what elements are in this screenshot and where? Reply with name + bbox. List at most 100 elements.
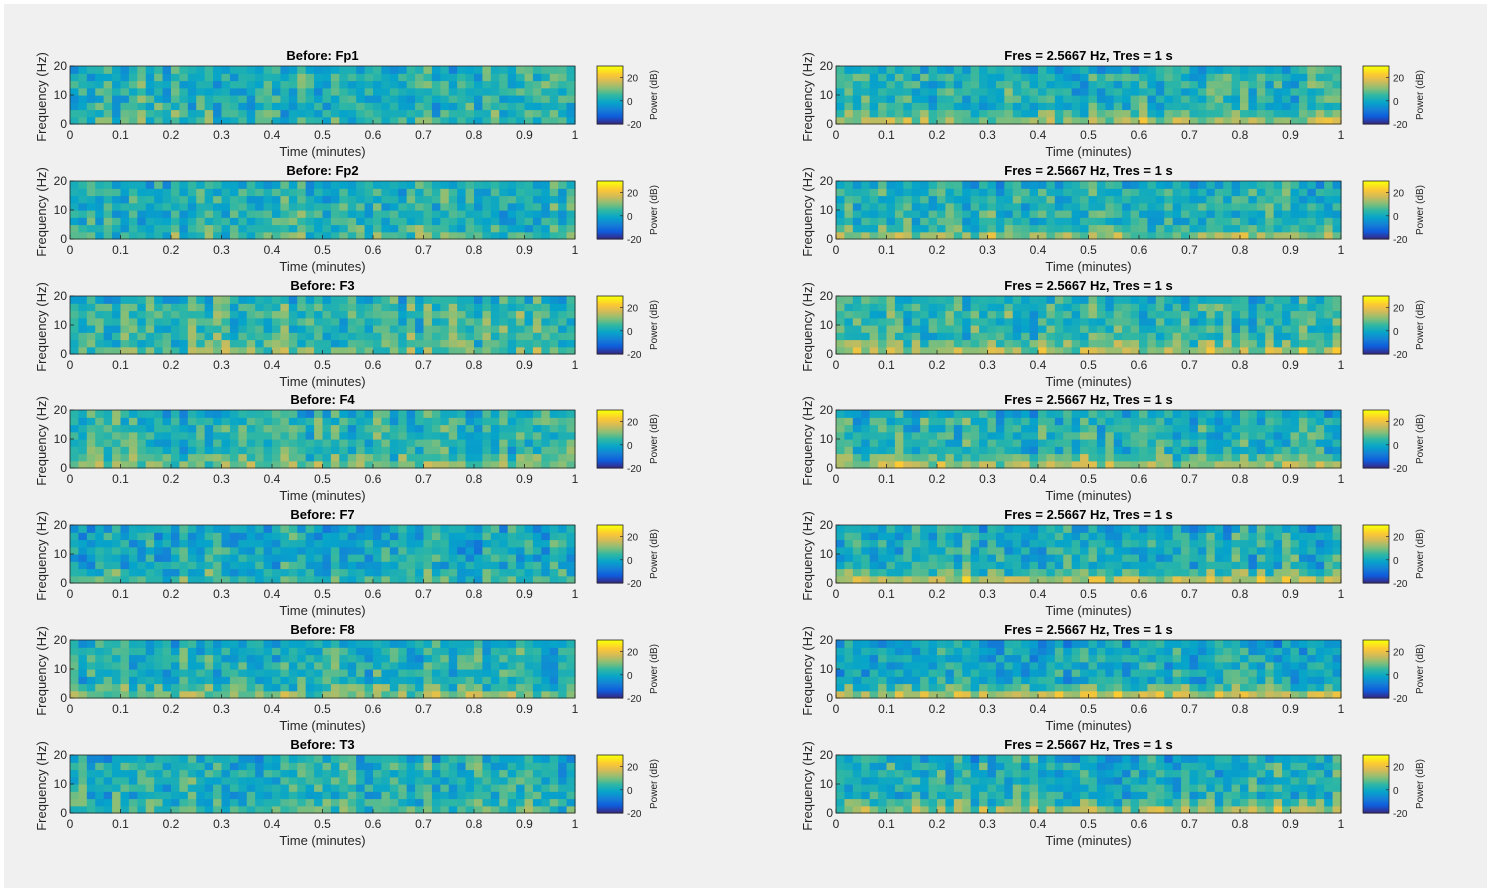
- heatmap-cell: [112, 661, 122, 670]
- heatmap-cell: [524, 640, 534, 648]
- heatmap-cell: [255, 303, 265, 312]
- heatmap-cell: [255, 210, 265, 218]
- heatmap-cell: [95, 532, 105, 541]
- heatmap-cell: [911, 202, 921, 211]
- heatmap-cell: [128, 325, 138, 333]
- heatmap-cell: [305, 231, 315, 240]
- heatmap-cell: [389, 784, 399, 792]
- colorbar-segment: [597, 229, 623, 232]
- heatmap-cell: [112, 798, 122, 807]
- heatmap-cell: [1332, 181, 1342, 189]
- heatmap-cell: [457, 210, 467, 218]
- heatmap-cell: [373, 346, 383, 355]
- heatmap-cell: [406, 546, 416, 555]
- heatmap-cell: [162, 546, 172, 555]
- heatmap-cell: [120, 332, 130, 341]
- heatmap-cell: [112, 296, 122, 304]
- colorbar-segment: [597, 670, 623, 673]
- heatmap-cell: [844, 188, 854, 197]
- heatmap-cell: [465, 195, 475, 204]
- colorbar-frame: [596, 65, 624, 125]
- heatmap-cell: [70, 431, 80, 440]
- heatmap-cell: [238, 561, 248, 570]
- x-tick-label: 0.8: [466, 128, 483, 142]
- heatmap-cell: [137, 539, 147, 548]
- heatmap-cell: [1181, 202, 1191, 211]
- heatmap-cell: [112, 791, 122, 800]
- heatmap-cell: [305, 317, 315, 326]
- heatmap-cell: [970, 202, 980, 211]
- heatmap-cell: [280, 332, 290, 341]
- heatmap-cell: [238, 210, 248, 218]
- heatmap-cell: [1147, 188, 1157, 197]
- heatmap-cell: [1004, 210, 1014, 218]
- heatmap-cell: [970, 224, 980, 233]
- heatmap-cell: [162, 769, 172, 778]
- heatmap-cell: [1088, 102, 1098, 111]
- heatmap-cell: [263, 805, 273, 814]
- heatmap-cell: [558, 640, 568, 648]
- heatmap-cell: [86, 669, 96, 677]
- heatmap-cell: [255, 762, 265, 771]
- heatmap-cell: [1012, 80, 1022, 89]
- heatmap-cell: [507, 755, 517, 763]
- heatmap-cell: [474, 769, 484, 778]
- heatmap-cell: [95, 640, 105, 648]
- heatmap-cell: [187, 181, 197, 189]
- heatmap-cell: [1332, 80, 1342, 89]
- heatmap-cell: [448, 303, 458, 312]
- heatmap-cell: [330, 217, 340, 226]
- heatmap-cell: [280, 431, 290, 440]
- heatmap-cell: [987, 102, 997, 111]
- heatmap-cell: [330, 575, 340, 584]
- heatmap-cell: [566, 640, 576, 648]
- heatmap-cell: [507, 439, 517, 447]
- heatmap-cell: [381, 332, 391, 341]
- heatmap-cell: [322, 561, 332, 570]
- colorbar-segment: [597, 460, 623, 463]
- heatmap-cell: [221, 683, 231, 692]
- heatmap-cell: [112, 439, 122, 447]
- heatmap-cell: [490, 791, 500, 800]
- heatmap-cell: [272, 690, 282, 699]
- heatmap-cell: [878, 202, 888, 211]
- heatmap-cell: [213, 224, 223, 233]
- heatmap-cell: [238, 66, 248, 74]
- heatmap-cell: [448, 532, 458, 541]
- heatmap-cell: [78, 575, 88, 584]
- heatmap-cell: [171, 332, 181, 341]
- heatmap-cell: [1088, 217, 1098, 226]
- heatmap-cell: [524, 181, 534, 189]
- colorbar-segment: [597, 672, 623, 675]
- heatmap-cell: [120, 87, 130, 96]
- heatmap-cell: [566, 339, 576, 348]
- heatmap-cell: [187, 431, 197, 440]
- heatmap-cell: [1172, 188, 1182, 197]
- heatmap-cell: [440, 762, 450, 771]
- heatmap-cell: [314, 546, 324, 555]
- x-tick-label: 0.8: [1232, 243, 1249, 257]
- heatmap-cell: [398, 525, 408, 533]
- heatmap-cell: [381, 669, 391, 677]
- colorbar-segment: [597, 344, 623, 347]
- heatmap-cell: [162, 647, 172, 656]
- heatmap-cell: [204, 446, 214, 455]
- heatmap-cell: [490, 210, 500, 218]
- heatmap-cell: [120, 446, 130, 455]
- heatmap-cell: [86, 791, 96, 800]
- heatmap-cell: [1105, 73, 1115, 82]
- heatmap-cell: [1130, 217, 1140, 226]
- heatmap-cell: [431, 431, 441, 440]
- colorbar-segment: [597, 527, 623, 530]
- heatmap-cell: [288, 325, 298, 333]
- heatmap-cell: [305, 554, 315, 562]
- heatmap-cell: [196, 296, 206, 304]
- heatmap-cell: [154, 683, 164, 692]
- heatmap-cell: [1139, 181, 1149, 189]
- heatmap-cell: [128, 546, 138, 555]
- heatmap-cell: [204, 453, 214, 462]
- x-tick-label: 1: [572, 702, 579, 716]
- heatmap-cell: [524, 303, 534, 312]
- heatmap-cell: [1021, 73, 1031, 82]
- heatmap-cell: [112, 776, 122, 785]
